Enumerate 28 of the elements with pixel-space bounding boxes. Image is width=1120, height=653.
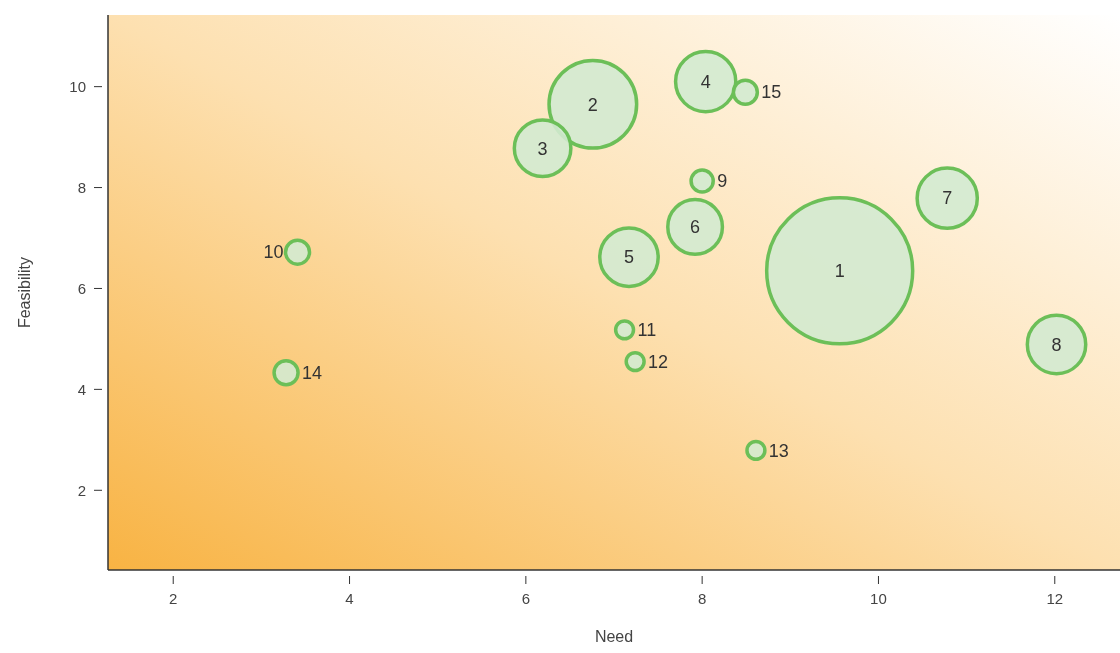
annotation: 12 [648,351,669,372]
annotation: 4 [700,71,711,92]
annotation: 2 [587,94,598,115]
x-tick-label: 2 [169,590,178,607]
annotation: 9 [717,171,728,192]
annotation: 5 [623,247,634,268]
annotation: 8 [1051,334,1062,355]
annotation: 1 [834,261,845,282]
annotation: 10 [263,242,284,263]
x-tick-label: 12 [1046,590,1064,607]
x-tick-label: 10 [870,590,887,607]
y-tick-label: 4 [77,380,86,398]
annotation: 11 [637,320,657,341]
y-tick-label: 8 [77,178,86,196]
y-tick-label: 10 [69,77,86,95]
annotation: 15 [761,82,782,103]
y-axis-title: Feasibility [16,256,33,329]
x-tick-label: 6 [521,590,531,607]
annotation: 14 [302,363,323,384]
annotation: 3 [537,138,548,159]
annotation: 13 [768,440,789,461]
x-tick-label: 4 [345,590,354,607]
x-axis-title: Need [594,628,634,645]
annotation: 7 [942,188,953,209]
y-tick-label: 6 [77,279,86,297]
x-tick-label: 8 [697,590,707,607]
annotation: 6 [690,217,701,238]
y-tick-label: 2 [77,481,86,499]
